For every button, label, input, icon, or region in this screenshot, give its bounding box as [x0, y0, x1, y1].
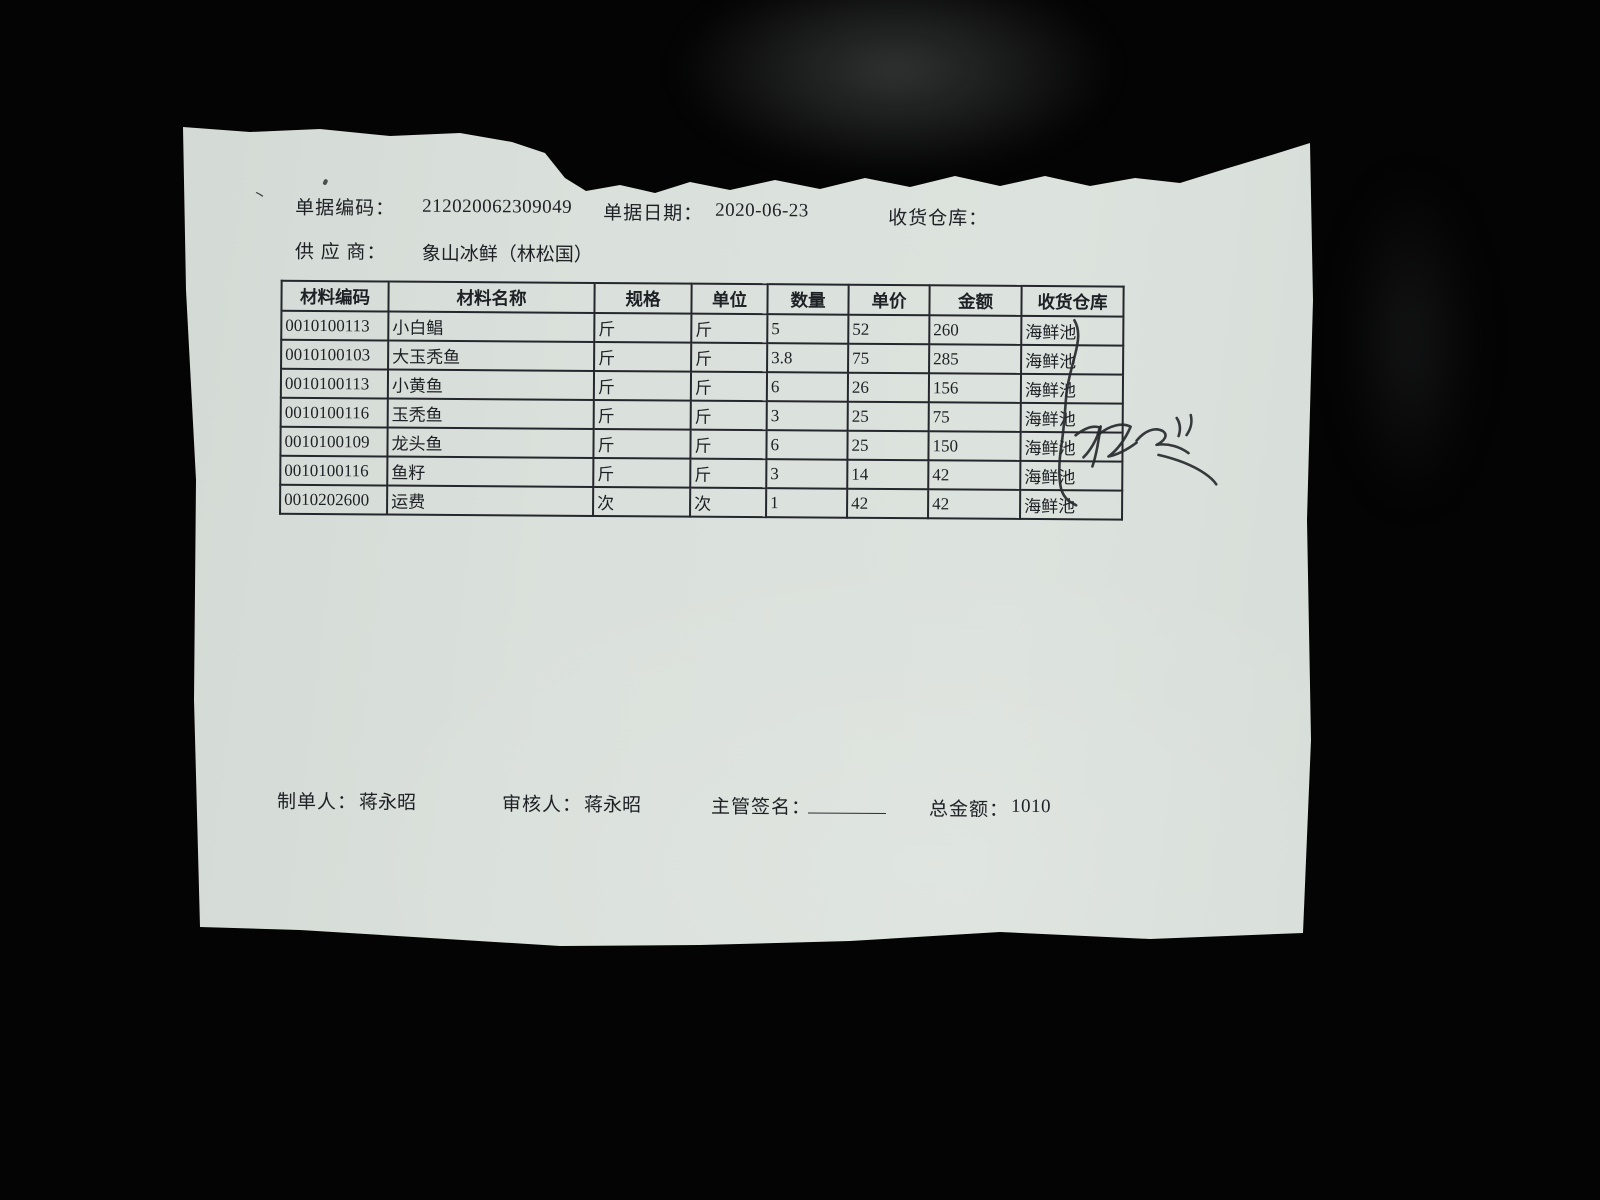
- shadow-streak: [1330, 130, 1490, 550]
- table-cell: 斤: [690, 371, 768, 402]
- table-cell: 斤: [594, 341, 692, 372]
- ink-speck: [322, 178, 329, 186]
- total-value: 1010: [1010, 795, 1052, 818]
- table-cell: 52: [848, 314, 930, 345]
- table-cell: 42: [928, 489, 1021, 519]
- table-row: 0010202600 运费 次 次 1 42 42 海鲜池: [280, 484, 1123, 520]
- table-cell: 42: [847, 488, 929, 519]
- pen-tick-mark: 丶: [251, 187, 270, 206]
- date-value: 2020-06-23: [715, 199, 809, 222]
- table-cell: 25: [847, 401, 929, 432]
- preparer-value: 蒋永昭: [358, 792, 417, 814]
- table-cell: 海鲜池: [1020, 460, 1123, 491]
- table-cell: 运费: [387, 485, 594, 516]
- table-cell: 斤: [691, 313, 768, 344]
- doc-no-value: 212020062309049: [422, 195, 573, 218]
- table-cell: 大玉秃鱼: [388, 340, 595, 371]
- table-cell: 海鲜池: [1020, 402, 1123, 433]
- table-cell: 海鲜池: [1020, 489, 1123, 520]
- table-cell: 25: [847, 430, 929, 461]
- table-cell: 次: [690, 487, 767, 518]
- table-cell: 斤: [690, 429, 767, 460]
- preparer-label: 制单人：: [276, 791, 358, 814]
- table-cell: 26: [847, 372, 930, 403]
- table-cell: 5: [767, 314, 849, 344]
- table-cell: 0010100109: [280, 426, 388, 457]
- signature-scribble: [1185, 413, 1193, 437]
- table-header-cell: 材料名称: [388, 281, 595, 313]
- table-cell: 150: [928, 431, 1021, 461]
- table-cell: 1: [766, 488, 848, 518]
- table-cell: 285: [929, 344, 1022, 374]
- table-cell: 0010100116: [280, 397, 388, 428]
- supplier-label: 供 应 商：: [294, 241, 387, 264]
- table-cell: 次: [593, 486, 691, 517]
- date-label: 单据日期：: [603, 203, 704, 225]
- table-cell: 0010202600: [280, 484, 388, 515]
- table-header-cell: 单位: [691, 283, 768, 315]
- total-label: 总金额：: [928, 799, 1010, 821]
- table-cell: 0010100116: [280, 455, 388, 486]
- table-cell: 14: [847, 459, 929, 490]
- table-header-cell: 收货仓库: [1021, 285, 1124, 317]
- receipt-table: 材料编码 材料名称 规格 单位 数量 单价 金额 收货仓库 0010100113…: [279, 280, 1125, 521]
- table-cell: 小白鲳: [388, 311, 595, 342]
- reviewer-label: 审核人：: [501, 794, 583, 816]
- table-cell: 6: [766, 372, 849, 402]
- table-cell: 斤: [593, 428, 691, 459]
- table-cell: 3: [766, 401, 848, 431]
- signature-scribble: [1135, 428, 1190, 455]
- table-cell: 0010100113: [280, 368, 389, 399]
- table-cell: 75: [848, 343, 930, 374]
- table-cell: 玉秃鱼: [387, 398, 594, 429]
- reviewer-value: 蒋永昭: [583, 794, 642, 817]
- table-cell: 3: [766, 459, 848, 489]
- doc-title: 采购收货单: [647, 160, 763, 186]
- table-cell: 龙头鱼: [387, 427, 594, 458]
- table-header-cell: 规格: [594, 282, 692, 314]
- table-cell: 斤: [690, 458, 767, 489]
- table-cell: 鱼籽: [387, 456, 594, 487]
- signature-scribble: [1157, 453, 1218, 486]
- table-cell: 260: [929, 315, 1022, 345]
- table-cell: 海鲜池: [1021, 315, 1124, 346]
- table-cell: 6: [766, 430, 848, 460]
- table-cell: 斤: [593, 370, 692, 401]
- table-cell: 0010100113: [281, 310, 389, 341]
- table-cell: 海鲜池: [1020, 431, 1123, 462]
- warehouse-label: 收货仓库：: [888, 207, 989, 230]
- table-cell: 3.8: [767, 343, 849, 373]
- table-cell: 海鲜池: [1021, 344, 1124, 375]
- table-cell: 斤: [593, 399, 691, 430]
- table-cell: 0010100103: [281, 339, 389, 370]
- supervisor-sign-label: 主管签名：: [710, 796, 812, 819]
- table-cell: 斤: [594, 312, 692, 343]
- table-header-cell: 单价: [848, 284, 930, 316]
- camera-glare: [600, 0, 1190, 210]
- table-cell: 小黄鱼: [387, 369, 595, 400]
- table-cell: 海鲜池: [1020, 373, 1124, 404]
- table-header-cell: 数量: [767, 284, 849, 315]
- table-cell: 75: [928, 402, 1021, 432]
- table-header-cell: 材料编码: [281, 280, 389, 312]
- table-cell: 156: [928, 373, 1022, 403]
- table-cell: 斤: [691, 342, 768, 373]
- table-cell: 42: [928, 460, 1021, 490]
- table-cell: 斤: [593, 457, 691, 488]
- table-header-cell: 金额: [929, 285, 1022, 316]
- table-cell: 斤: [690, 400, 767, 431]
- signature-scribble: [1175, 416, 1182, 438]
- signature-blank-line: [807, 812, 886, 814]
- supplier-value: 象山冰鲜（林松国）: [421, 243, 593, 266]
- doc-no-label: 单据编码：: [295, 197, 396, 220]
